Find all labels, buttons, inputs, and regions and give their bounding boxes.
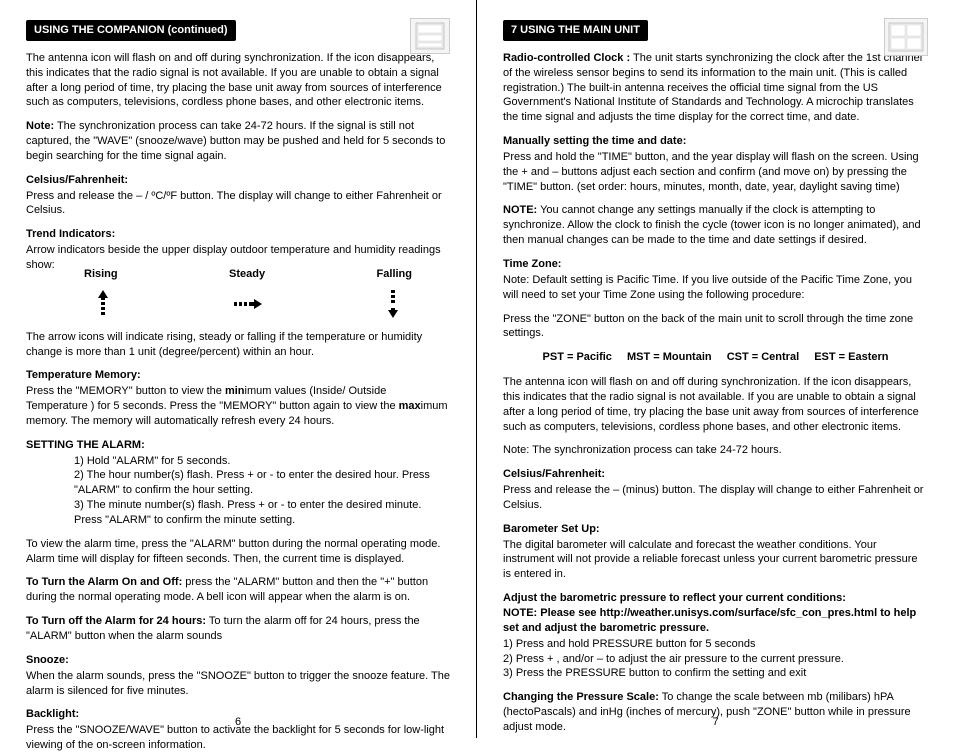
page-right: 7 USING THE MAIN UNIT Radio-controlled C…: [477, 0, 954, 738]
trend-rising-label: Rising: [84, 267, 118, 282]
page-number-right: 7: [712, 715, 718, 730]
alarm-step-1: 1) Hold "ALARM" for 5 seconds.: [74, 454, 450, 469]
section-header-left: USING THE COMPANION (continued): [26, 20, 236, 41]
tz-est: EST = Eastern: [814, 351, 888, 363]
page-number-left: 6: [235, 715, 241, 730]
alarm-on-off: To Turn the Alarm On and Off: press the …: [26, 575, 450, 605]
note2-label: NOTE:: [503, 204, 537, 216]
baro-heading: Barometer Set Up:: [503, 522, 928, 537]
scale-label: Changing the Pressure Scale:: [503, 691, 659, 703]
rising-arrow-icon: [94, 288, 112, 320]
adjust-step-3: 3) Press the PRESSURE button to confirm …: [503, 666, 928, 681]
companion-device-icon: [410, 18, 450, 54]
snooze-heading: Snooze:: [26, 653, 450, 668]
cf-text: Press and release the – / ºC/ºF button. …: [26, 189, 450, 219]
adjust-step-2: 2) Press + , and/or – to adjust the air …: [503, 652, 928, 667]
manual-heading: Manually setting the time and date:: [503, 134, 928, 149]
note-text: The synchronization process can take 24-…: [26, 120, 445, 162]
main-unit-device-icon: [884, 18, 928, 56]
tz-mst: MST = Mountain: [627, 351, 712, 363]
trend-labels-row: Rising Steady Falling: [26, 267, 450, 282]
trend-falling-label: Falling: [377, 267, 412, 282]
tz-intro: Note: Default setting is Pacific Time. I…: [503, 273, 928, 303]
rcc-paragraph: Radio-controlled Clock : The unit starts…: [503, 51, 928, 125]
tz-heading: Time Zone:: [503, 257, 928, 272]
baro-text: The digital barometer will calculate and…: [503, 538, 928, 583]
tz-cst: CST = Central: [727, 351, 799, 363]
alarm-step-3: 3) The minute number(s) flash. Press + o…: [74, 498, 450, 528]
alarm-heading: SETTING THE ALARM:: [26, 438, 450, 453]
manual-note: NOTE: You cannot change any settings man…: [503, 203, 928, 248]
falling-arrow-icon: [384, 288, 402, 320]
snooze-text: When the alarm sounds, press the "SNOOZE…: [26, 669, 450, 699]
tz-press: Press the "ZONE" button on the back of t…: [503, 312, 928, 342]
cf2-heading: Celsius/Fahrenheit:: [503, 467, 928, 482]
adjust-step-1: 1) Press and hold PRESSURE button for 5 …: [503, 637, 928, 652]
adjust-note: NOTE: Please see http://weather.unisys.c…: [503, 606, 928, 636]
trend-steady-label: Steady: [229, 267, 265, 282]
adjust-heading: Adjust the barometric pressure to reflec…: [503, 591, 928, 606]
trend-arrows-row: [26, 288, 450, 320]
timezone-list: PST = Pacific MST = Mountain CST = Centr…: [503, 350, 928, 365]
alarm-on-label: To Turn the Alarm On and Off:: [26, 576, 182, 588]
note-label: Note:: [26, 120, 54, 132]
page-left: USING THE COMPANION (continued) The ante…: [0, 0, 477, 738]
trend-heading: Trend Indicators:: [26, 227, 450, 242]
steady-arrow-icon: [232, 295, 264, 313]
tz-pst: PST = Pacific: [543, 351, 612, 363]
rcc-label: Radio-controlled Clock :: [503, 52, 630, 64]
alarm-off-24: To Turn off the Alarm for 24 hours: To t…: [26, 614, 450, 644]
antenna2-paragraph: The antenna icon will flash on and off d…: [503, 375, 928, 434]
memory-text: Press the "MEMORY" button to view the mi…: [26, 384, 450, 429]
alarm-steps: 1) Hold "ALARM" for 5 seconds. 2) The ho…: [26, 454, 450, 528]
sync2-note: Note: The synchronization process can ta…: [503, 443, 928, 458]
manual-text: Press and hold the "TIME" button, and th…: [503, 150, 928, 195]
trend-desc: The arrow icons will indicate rising, st…: [26, 330, 450, 360]
memory-heading: Temperature Memory:: [26, 368, 450, 383]
section-header-right: 7 USING THE MAIN UNIT: [503, 20, 648, 41]
alarm-view-text: To view the alarm time, press the "ALARM…: [26, 537, 450, 567]
alarm-step-2: 2) The hour number(s) flash. Press + or …: [74, 468, 450, 498]
cf2-text: Press and release the – (minus) button. …: [503, 483, 928, 513]
cf-heading: Celsius/Fahrenheit:: [26, 173, 450, 188]
alarm-off-label: To Turn off the Alarm for 24 hours:: [26, 615, 206, 627]
sync-note: Note: The synchronization process can ta…: [26, 119, 450, 164]
antenna-paragraph: The antenna icon will flash on and off d…: [26, 51, 450, 110]
